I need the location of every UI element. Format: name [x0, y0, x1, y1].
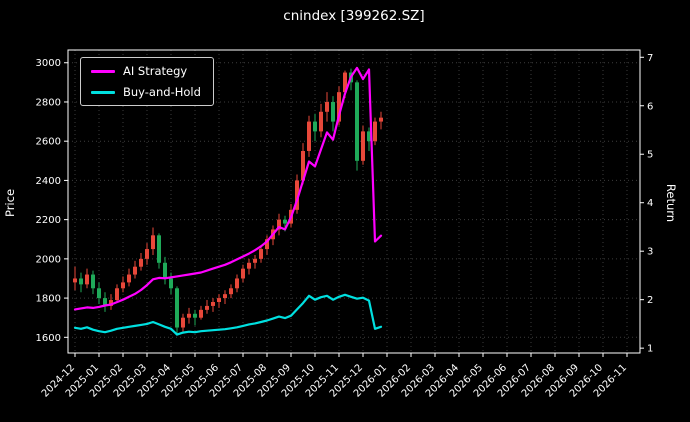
- candle-body: [109, 300, 113, 306]
- legend-label-ai-strategy: AI Strategy: [123, 64, 188, 78]
- candle-body: [247, 262, 251, 269]
- legend-label-buy-and-hold: Buy-and-Hold: [123, 85, 201, 99]
- candle-body: [79, 278, 83, 285]
- candle-body: [241, 268, 245, 279]
- candle-body: [319, 111, 323, 132]
- candle-body: [355, 82, 359, 161]
- left-tick-label: 1600: [36, 333, 61, 344]
- candle-body: [145, 249, 149, 259]
- candle-body: [157, 235, 161, 263]
- candle-body: [199, 309, 203, 318]
- candle-body: [229, 288, 233, 295]
- candle-body: [331, 101, 335, 122]
- candle-body: [277, 219, 281, 230]
- candle-body: [97, 288, 101, 299]
- candle-body: [223, 294, 227, 299]
- left-tick-label: 3000: [36, 58, 61, 69]
- candle-body: [169, 278, 173, 289]
- candle-body: [295, 180, 299, 210]
- candle-body: [217, 298, 221, 303]
- candle-body: [187, 313, 191, 318]
- buy-and-hold-line-swatch: [91, 90, 115, 94]
- candle-body: [265, 239, 269, 250]
- candle-body: [193, 313, 197, 318]
- candle-body: [121, 282, 125, 289]
- candle-body: [307, 121, 311, 151]
- candle-body: [85, 274, 89, 285]
- ai-strategy-line-swatch: [91, 69, 115, 73]
- candle-body: [133, 266, 137, 275]
- candle-body: [211, 302, 215, 306]
- candle-body: [283, 219, 287, 224]
- legend-item-ai-strategy: AI Strategy: [91, 64, 201, 78]
- candle-body: [127, 274, 131, 283]
- candle-body: [373, 121, 377, 142]
- legend-item-buy-and-hold: Buy-and-Hold: [91, 85, 201, 99]
- right-tick-label: 7: [647, 53, 653, 64]
- right-tick-label: 5: [647, 150, 653, 161]
- plot-border: [67, 49, 641, 354]
- candle-body: [361, 131, 365, 161]
- right-axis-title: Return: [664, 183, 679, 223]
- candle-body: [151, 235, 155, 250]
- candle-body: [163, 262, 167, 279]
- candle-body: [301, 151, 305, 181]
- right-tick-label: 4: [647, 198, 653, 209]
- right-tick-label: 1: [647, 344, 653, 355]
- left-tick-label: 2000: [36, 254, 61, 265]
- candle-body: [139, 258, 143, 267]
- candle-body: [205, 305, 209, 310]
- right-tick-label: 3: [647, 247, 653, 258]
- candle-body: [379, 117, 383, 122]
- candle-body: [115, 288, 119, 301]
- candle-body: [313, 121, 317, 132]
- right-tick-label: 2: [647, 295, 653, 306]
- candle-body: [259, 249, 263, 259]
- candle-body: [91, 274, 95, 289]
- right-tick-label: 6: [647, 101, 653, 112]
- candle-body: [253, 258, 257, 263]
- left-tick-label: 2800: [36, 97, 61, 108]
- left-tick-label: 2200: [36, 215, 61, 226]
- candle-body: [343, 72, 347, 93]
- left-tick-label: 2400: [36, 176, 61, 187]
- candle-body: [337, 92, 341, 122]
- candle-body: [73, 278, 77, 283]
- chart-title: cnindex [399262.SZ]: [283, 8, 425, 24]
- left-tick-label: 2600: [36, 137, 61, 148]
- series-line-ai-strategy: [73, 66, 383, 311]
- series-line-buy-and-hold: [73, 293, 383, 336]
- candle-body: [325, 101, 329, 112]
- candle-body: [181, 317, 185, 328]
- candle-body: [367, 131, 371, 142]
- legend: AI Strategy Buy-and-Hold: [80, 57, 214, 106]
- left-axis-title: Price: [3, 188, 18, 218]
- candle-body: [103, 298, 107, 306]
- candle-body: [235, 278, 239, 289]
- left-tick-label: 1800: [36, 294, 61, 305]
- candle-body: [175, 288, 179, 328]
